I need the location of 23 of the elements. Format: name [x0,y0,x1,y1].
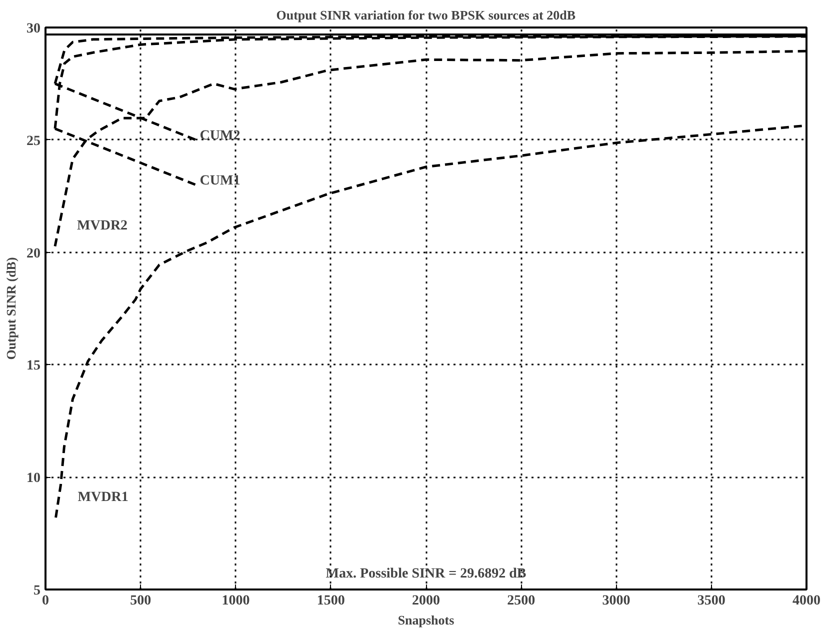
series-label: MVDR1 [78,490,128,506]
y-tick-label: 30 [26,22,40,36]
y-axis-title: Output SINR (dB) [4,257,18,360]
x-tick-label: 500 [130,594,152,608]
x-tick-label: 4000 [792,594,820,608]
series-label: MVDR2 [77,218,128,234]
x-axis-title: Snapshots [398,612,454,628]
y-tick-label: 25 [26,134,40,149]
x-tick-label: 3000 [602,594,630,608]
x-tick-label: 0 [42,594,49,608]
x-tick-label: 1000 [222,594,250,608]
x-tick-label: 3500 [697,594,726,608]
chart-title: Output SINR variation for two BPSK sources at 20dB [276,8,576,22]
annotation: Max. Possible SINR = 29.6892 dB [326,566,526,582]
y-tick-label: 5 [34,584,40,598]
x-tick-label: 2500 [507,594,536,608]
y-tick-label: 20 [26,246,40,262]
series-label: CUM1 [200,173,240,188]
x-tick-label: 1500 [316,594,345,608]
x-tick-label: 2000 [412,594,440,608]
y-tick-label: 15 [26,358,40,374]
y-tick-label: 10 [26,471,40,486]
series-label: CUM2 [200,128,240,144]
